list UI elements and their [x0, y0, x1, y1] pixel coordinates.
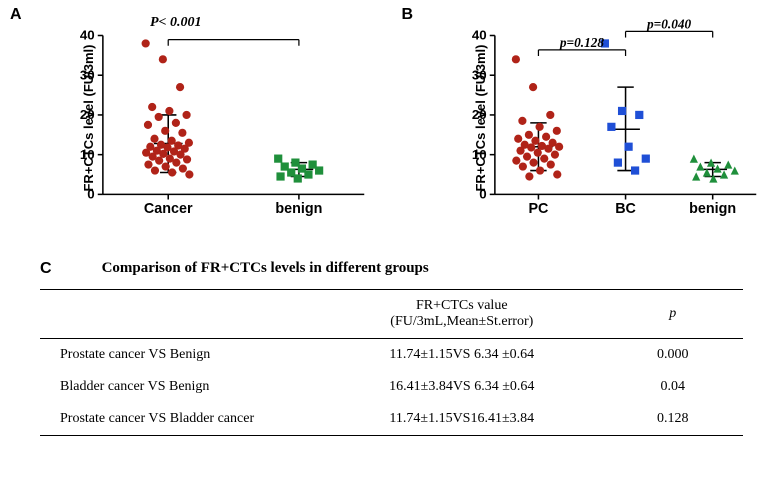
- svg-text:40: 40: [471, 28, 486, 43]
- panel-b: B FR+CTCs level (FU/3ml) 010203040PCBCbe…: [392, 0, 783, 250]
- table-row: Prostate cancer VS Benign 11.74±1.15VS 6…: [40, 339, 743, 372]
- svg-text:p=0.128: p=0.128: [558, 35, 604, 50]
- header-col2-line2: (FU/3mL,Mean±St.error): [327, 314, 596, 330]
- panel-b-label: B: [402, 6, 414, 24]
- svg-text:40: 40: [80, 28, 95, 43]
- chart-b-ylabel: FR+CTCs level (FU/3ml): [473, 44, 488, 191]
- svg-text:BC: BC: [615, 201, 636, 217]
- chart-a-pvalue: P< 0.001: [150, 15, 202, 31]
- svg-text:PC: PC: [528, 201, 548, 217]
- panel-a-label: A: [10, 6, 22, 24]
- header-col2-line1: FR+CTCs value: [327, 298, 596, 314]
- panel-c-label: C: [40, 260, 52, 278]
- row-val: 11.74±1.15VS 6.34 ±0.64: [321, 339, 602, 372]
- svg-text:benign: benign: [689, 201, 736, 217]
- row-p: 0.128: [602, 403, 743, 436]
- table-header-row: FR+CTCs value (FU/3mL,Mean±St.error) p: [40, 290, 743, 339]
- chart-a-svg: 010203040Cancerbenign: [60, 15, 382, 220]
- panel-a: A FR+CTCs level (FU/3ml) 010203040Cancer…: [0, 0, 392, 250]
- comparison-table: FR+CTCs value (FU/3mL,Mean±St.error) p P…: [40, 289, 743, 436]
- header-col3: p: [602, 290, 743, 339]
- chart-a-ylabel: FR+CTCs level (FU/3ml): [81, 44, 96, 191]
- row-val: 16.41±3.84VS 6.34 ±0.64: [321, 371, 602, 403]
- chart-a: FR+CTCs level (FU/3ml) 010203040Cancerbe…: [60, 15, 382, 220]
- chart-b: FR+CTCs level (FU/3ml) 010203040PCBCbeni…: [452, 15, 774, 220]
- svg-text:p=0.040: p=0.040: [646, 16, 692, 31]
- row-comp: Prostate cancer VS Bladder cancer: [40, 403, 321, 436]
- row-comp: Prostate cancer VS Benign: [40, 339, 321, 372]
- chart-b-svg: 010203040PCBCbenignp=0.128p=0.040: [452, 15, 774, 220]
- row-p: 0.04: [602, 371, 743, 403]
- row-comp: Bladder cancer VS Benign: [40, 371, 321, 403]
- table-row: Prostate cancer VS Bladder cancer 11.74±…: [40, 403, 743, 436]
- table-title: Comparison of FR+CTCs levels in differen…: [72, 260, 429, 277]
- panel-c: C Comparison of FR+CTCs levels in differ…: [0, 250, 783, 436]
- table-row: Bladder cancer VS Benign 16.41±3.84VS 6.…: [40, 371, 743, 403]
- row-val: 11.74±1.15VS16.41±3.84: [321, 403, 602, 436]
- row-p: 0.000: [602, 339, 743, 372]
- svg-text:benign: benign: [275, 201, 322, 217]
- svg-text:Cancer: Cancer: [144, 201, 193, 217]
